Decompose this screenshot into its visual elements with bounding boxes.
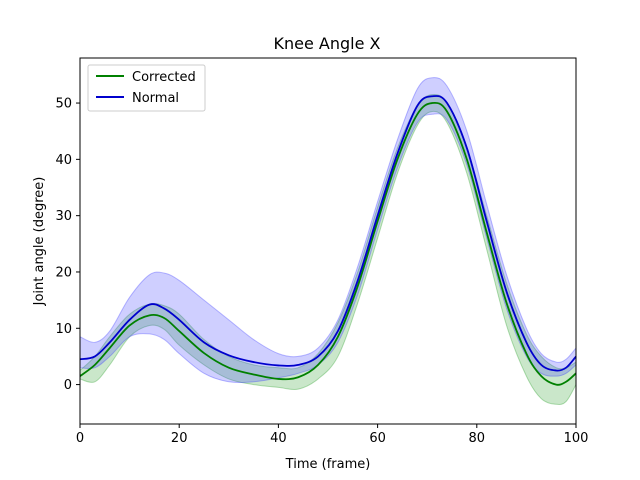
legend-label-normal: Normal: [132, 91, 179, 106]
y-tick-label: 40: [55, 153, 72, 168]
x-axis: 0 20 40 60 80 100: [76, 424, 589, 446]
y-tick-label: 50: [55, 97, 72, 112]
x-tick-label: 80: [469, 431, 486, 446]
y-axis-label: Joint angle (degree): [32, 177, 47, 307]
series-line-normal: [79, 95, 577, 372]
x-tick-label: 60: [369, 431, 386, 446]
legend-label-corrected: Corrected: [132, 70, 196, 85]
x-tick-label: 100: [564, 431, 589, 446]
x-tick-label: 40: [270, 431, 287, 446]
y-axis: 0 10 20 30 40 50: [55, 97, 80, 393]
x-axis-label: Time (frame): [285, 457, 371, 472]
plot-frame: [79, 57, 577, 425]
chart-title: Knee Angle X: [274, 34, 381, 53]
x-tick-label: 0: [76, 431, 84, 446]
x-tick-label: 20: [171, 431, 188, 446]
legend: Corrected Normal: [87, 64, 206, 112]
y-tick-label: 10: [55, 322, 72, 337]
series-line-corrected: [79, 101, 577, 386]
y-tick-label: 20: [55, 265, 72, 280]
y-tick-label: 30: [55, 209, 72, 224]
y-tick-label: 0: [64, 378, 72, 393]
